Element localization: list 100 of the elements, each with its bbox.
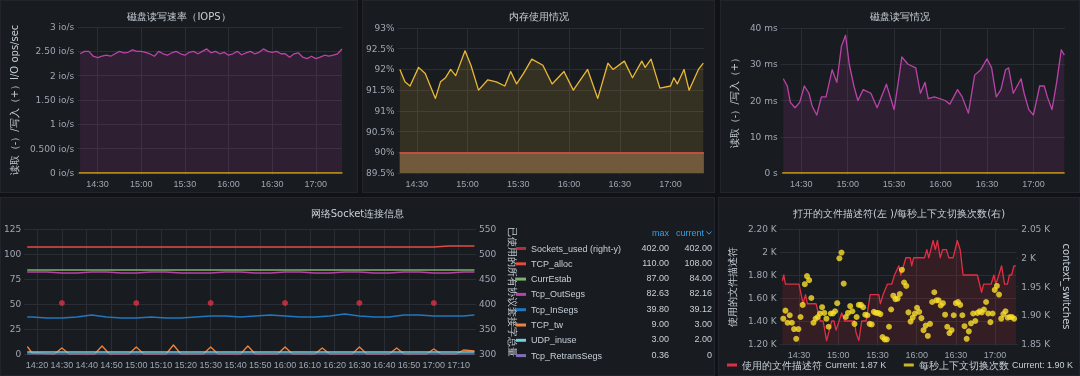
y2-tick-label: 450: [479, 274, 497, 284]
chart-title: 内存使用情况: [508, 10, 569, 22]
y-tick-label: 1.80 K: [747, 270, 778, 280]
y-tick-label: 1.40 K: [747, 316, 778, 326]
y-tick-label: 1.50 io/s: [35, 95, 75, 105]
y-tick-label: 0: [15, 349, 22, 359]
legend-label: 使用的文件描述符: [742, 359, 826, 371]
x-tick-label: 16:00: [273, 359, 297, 370]
text: 39.12: [689, 303, 712, 314]
y-tick-label: 2 io/s: [49, 70, 75, 81]
chart-title: 磁盘读写速率（IOPS）: [126, 10, 231, 22]
y-tick-label: 1.20 K: [747, 339, 778, 349]
y-tick-label: 92.5%: [366, 43, 396, 54]
text: 110.00: [642, 257, 669, 268]
x-tick-label: 15:30: [199, 359, 222, 370]
x-tick-label: 15:30: [173, 178, 197, 189]
y-tick-label: 91.5%: [366, 85, 396, 96]
y2-tick-label: 350: [479, 324, 497, 334]
legend-label: 每秒上下文切换次数: [918, 359, 1012, 371]
x-tick-label: 14:40: [75, 359, 98, 370]
x-tick-label: 15:00: [826, 349, 850, 360]
x-tick-label: 16:00: [905, 349, 928, 360]
y-axis-title: 读取（-）/写入（+）I/O ops/sec: [8, 24, 20, 176]
x-tick-label: 15:30: [882, 178, 906, 189]
x-tick-label: 16:50: [397, 359, 421, 370]
text: 9.00: [651, 319, 669, 329]
y2-tick-label: 400: [479, 299, 497, 309]
x-tick-label: 16:20: [323, 359, 346, 370]
text: Current: 1.90 K: [1011, 360, 1073, 370]
y-tick-label: 90%: [374, 147, 396, 158]
y2-axis-title: context_switches: [1059, 243, 1072, 330]
text: 82.63: [646, 288, 669, 299]
y2-tick-label: 2 K: [1021, 252, 1037, 263]
y2-tick-label: 500: [479, 249, 497, 259]
text: 3.00: [651, 334, 669, 345]
text: 84.00: [689, 273, 712, 284]
x-tick-label: 16:00: [929, 178, 952, 189]
y-tick-label: 3 io/s: [49, 22, 75, 32]
y-tick-label: 1.60 K: [747, 293, 778, 303]
x-tick-label: 16:30: [975, 178, 999, 189]
y-tick-label: 75: [9, 274, 22, 284]
legend-label: Sockets_used (right-y): [531, 243, 622, 254]
x-tick-label: 15:40: [224, 359, 247, 370]
x-tick-label: 14:30: [787, 349, 811, 360]
x-tick-label: 17:00: [1022, 178, 1045, 189]
legend-label: Tcp_RetransSegs: [531, 350, 603, 361]
y-tick-label: 1 io/s: [49, 119, 75, 130]
x-tick-label: 17:10: [447, 359, 470, 370]
y-tick-label: 40 ms: [749, 23, 778, 33]
legend-label: CurrEstab: [531, 274, 572, 285]
y-tick-label: 90.5%: [366, 126, 396, 137]
x-tick-label: 16:40: [372, 359, 396, 370]
text: 402.00: [684, 242, 712, 253]
x-tick-label: 16:00: [557, 178, 581, 189]
text: 82.16: [689, 288, 712, 299]
y2-tick-label: 550: [479, 224, 497, 234]
chart-title: 磁盘读写情况: [869, 10, 930, 22]
y2-tick-label: 1.95 K: [1021, 281, 1052, 292]
chart-title: 网络Socket连接信息: [310, 207, 405, 219]
y-tick-label: 125: [3, 224, 22, 234]
text: 0: [706, 349, 712, 360]
x-tick-label: 17:00: [422, 359, 446, 370]
y-axis-title: 使用的文件描述符: [726, 246, 738, 327]
y-tick-label: 2 K: [762, 247, 778, 257]
legend-label: TCP_alloc: [531, 258, 574, 269]
x-tick-label: 15:30: [507, 178, 530, 189]
legend-label: TCP_tw: [531, 320, 564, 330]
y-tick-label: 100: [3, 249, 22, 259]
y2-tick-label: 300: [479, 349, 497, 359]
x-tick-label: 17:00: [659, 178, 682, 189]
legend-label: Tcp_InSegs: [531, 304, 579, 315]
y-tick-label: 89.5%: [366, 168, 396, 178]
y-tick-label: 91%: [374, 105, 396, 116]
x-tick-label: 16:00: [217, 178, 240, 189]
text: current: [675, 227, 705, 238]
x-tick-label: 15:00: [125, 359, 148, 370]
text: 87.00: [646, 273, 669, 284]
x-tick-label: 17:00: [983, 349, 1007, 360]
chart-title: 打开的文件描述符(左 )/每秒上下文切换次数(右): [791, 207, 1006, 219]
y-tick-label: 2.50 io/s: [35, 46, 75, 57]
y-tick-label: 2.20 K: [747, 224, 778, 234]
x-tick-label: 14:30: [86, 178, 109, 189]
y-tick-label: 0 io/s: [49, 168, 75, 178]
y-axis-title: 读取（-）/写入（+）: [728, 52, 740, 149]
x-tick-label: 14:30: [405, 178, 429, 189]
x-tick-label: 16:30: [944, 349, 968, 360]
x-tick-label: 15:00: [456, 178, 479, 189]
y-tick-label: 0.500 io/s: [29, 143, 75, 154]
legend-label: UDP_inuse: [531, 335, 577, 346]
y-tick-label: 0 s: [764, 168, 778, 178]
y-tick-label: 93%: [374, 23, 396, 33]
x-tick-label: 14:30: [789, 178, 813, 189]
x-tick-label: 15:20: [174, 359, 198, 370]
y-tick-label: 92%: [374, 64, 396, 75]
x-tick-label: 15:00: [129, 178, 153, 189]
text: 402.00: [641, 242, 669, 253]
legend-label: Tcp_OutSegs: [531, 289, 586, 300]
x-tick-label: 16:10: [298, 359, 322, 370]
x-tick-label: 15:10: [149, 359, 173, 370]
text: 2.00: [694, 334, 712, 345]
